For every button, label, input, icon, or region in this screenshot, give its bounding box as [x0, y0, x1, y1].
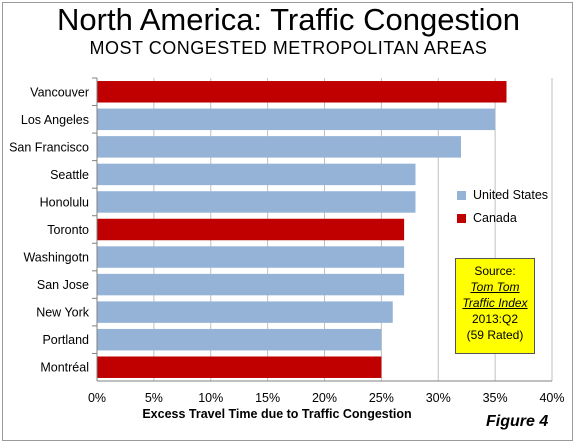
y-category-label: Los Angeles	[21, 113, 89, 127]
bar	[97, 136, 461, 158]
y-category-label: San Jose	[37, 278, 89, 292]
bar	[97, 191, 416, 213]
bar	[97, 246, 405, 268]
source-line-2: Tom Tom	[470, 280, 520, 294]
chart-title: North America: Traffic Congestion	[57, 2, 520, 37]
source-line-5: (59 Rated)	[466, 328, 524, 342]
source-line-3: Traffic Index	[462, 296, 528, 310]
bar	[97, 273, 405, 296]
y-category-label: Toronto	[47, 223, 89, 237]
bar	[97, 163, 416, 186]
bar	[97, 108, 496, 131]
x-tick-label: 0%	[88, 391, 106, 405]
legend-label-canada: Canada	[473, 211, 517, 225]
y-category-label: New York	[36, 306, 90, 320]
legend-swatch-united-states	[457, 190, 466, 200]
y-category-label: Portland	[42, 333, 89, 347]
y-category-label: Washingotn	[23, 251, 89, 265]
x-tick-label: 30%	[426, 391, 451, 405]
bar	[97, 81, 507, 103]
x-axis-title: Excess Travel Time due to Traffic Conges…	[142, 407, 411, 421]
chart-frame	[2, 2, 573, 441]
source-box: Source: Tom Tom Traffic Index 2013:Q2 (5…	[455, 258, 535, 354]
x-tick-label: 25%	[369, 391, 394, 405]
source-line-1: Source:	[474, 264, 516, 278]
x-tick-label: 35%	[483, 391, 508, 405]
legend-label-united-states: United States	[473, 188, 549, 202]
x-tick-label: 5%	[145, 391, 163, 405]
bar	[97, 356, 382, 378]
y-category-label: Vancouver	[30, 85, 89, 99]
bar	[97, 328, 382, 351]
bar	[97, 218, 405, 241]
bar	[97, 301, 393, 323]
axes: 0% 5% 10% 15% 20% 25% 30% 35% 40% Vancouver Los An…	[9, 77, 565, 405]
legend-item-united-states: United States	[457, 188, 548, 202]
y-category-label: Honolulu	[40, 195, 89, 209]
x-tick-label: 15%	[255, 391, 280, 405]
y-category-label: San Francisco	[9, 140, 89, 154]
x-tick-label: 20%	[312, 391, 337, 405]
chart-subtitle: MOST CONGESTED METROPOLITAN AREAS	[89, 38, 488, 58]
legend-swatch-canada	[457, 213, 466, 223]
y-category-label: Seattle	[50, 168, 89, 182]
source-line-4: 2013:Q2	[471, 312, 519, 326]
y-category-label: Montréal	[40, 361, 89, 375]
legend-item-canada: Canada	[457, 211, 517, 225]
figure-label: Figure 4	[486, 413, 549, 430]
x-tick-label: 10%	[198, 391, 223, 405]
x-tick-label: 40%	[539, 391, 564, 405]
bars	[97, 81, 507, 378]
